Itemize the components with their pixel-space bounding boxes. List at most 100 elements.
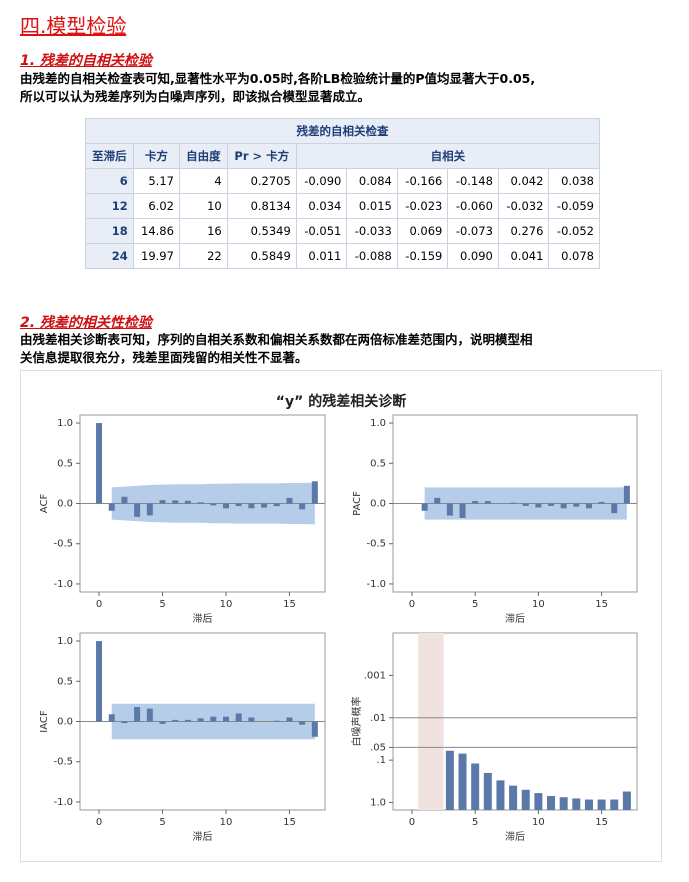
table-cell: 6.02	[132, 193, 180, 219]
bar	[299, 503, 306, 510]
y-tick-label: -0.5	[366, 539, 386, 550]
x-tick-label: 0	[96, 599, 102, 610]
x-tick-label: 5	[159, 817, 165, 828]
y-tick-label: .01	[370, 713, 386, 724]
bar	[248, 717, 255, 722]
y-tick-label: -1.0	[53, 579, 73, 590]
bar	[484, 501, 491, 504]
section-title: 1. 残差的自相关检验	[20, 53, 152, 69]
table-row: 12 6.02 10 0.8134 0.034 0.015 -0.023 -0.060 -0.0…	[85, 193, 600, 219]
column-header: 卡方	[132, 143, 180, 169]
x-axis-label: 滞后	[193, 831, 213, 843]
bar	[235, 713, 242, 722]
bar	[172, 719, 179, 722]
table-cell: 0.8134	[226, 193, 297, 219]
bar	[197, 718, 204, 722]
y-axis-label: ACF	[39, 494, 50, 514]
text-line: 关信息提取很充分，残差里面残留的相关性不显著。	[20, 350, 308, 365]
y-tick-label: -0.5	[53, 539, 73, 550]
y-tick-label: -1.0	[53, 797, 73, 808]
table-cell: -0.166	[396, 168, 449, 194]
bar	[611, 503, 618, 514]
bar	[146, 503, 153, 516]
column-header: 至滞后	[85, 143, 134, 169]
y-tick-label: 0.5	[57, 676, 73, 687]
bar	[496, 780, 505, 810]
bar	[96, 641, 103, 722]
bar	[222, 716, 229, 722]
y-tick-label: 0.5	[57, 458, 73, 469]
bar	[108, 714, 115, 722]
y-tick-label: 1.0	[370, 418, 386, 429]
text-line: 由残差的自相关检查表可知,显著性水平为0.05时,各阶LB检验统计量的P值均显著…	[20, 71, 536, 86]
table-cell: -0.060	[447, 193, 499, 219]
bar	[585, 503, 592, 509]
bar	[311, 721, 318, 737]
table-cell: 12	[85, 193, 134, 219]
text-line: 由残差相关诊断表可知，序列的自相关系数和偏相关系数都在两倍标准差范围内，说明模型…	[20, 332, 533, 347]
bar	[286, 497, 293, 504]
bar	[273, 503, 280, 507]
bar	[184, 500, 191, 504]
table-cell: 24	[85, 243, 134, 269]
bar	[597, 799, 606, 810]
bar	[623, 485, 630, 504]
x-tick-label: 5	[472, 599, 478, 610]
y-axis-label: 白噪声概率	[350, 697, 363, 747]
table-title: 残差的自相关检查	[85, 118, 600, 144]
column-header: 自相关	[295, 143, 601, 169]
bar	[434, 497, 441, 504]
table-cell: 18	[85, 218, 134, 244]
heading: 四.模型检验	[20, 14, 127, 38]
bar	[446, 503, 453, 516]
y-tick-label: -1.0	[366, 579, 386, 590]
table-cell: 6	[85, 168, 134, 194]
table-cell: 0.015	[346, 193, 398, 219]
bar	[261, 503, 268, 508]
bar	[108, 503, 115, 511]
y-tick-label: 1.0	[370, 798, 386, 809]
bar	[584, 799, 593, 810]
figure: “y” 的残差相关诊断 -1.0 -0.5 0.0 0.5 1.0 0 5 10 15 滞后 ACF…	[20, 370, 662, 862]
table-cell: 19.97	[132, 243, 180, 269]
x-tick-label: 5	[159, 599, 165, 610]
y-tick-label: .1	[376, 755, 386, 766]
y-tick-label: 0.0	[57, 717, 73, 728]
x-tick-label: 15	[595, 817, 608, 828]
table-cell: 4	[178, 168, 228, 194]
table-cell: 5.17	[132, 168, 180, 194]
header-row: 至滞后 卡方 自由度 Pr > 卡方 自相关	[85, 143, 601, 169]
bar	[573, 503, 580, 507]
table-cell: 0.078	[548, 243, 600, 269]
bar	[134, 503, 141, 517]
bar	[610, 799, 619, 810]
bar	[134, 707, 141, 722]
bar	[560, 503, 567, 509]
bar	[572, 798, 581, 810]
table-cell: -0.148	[447, 168, 499, 194]
table-cell: 0.276	[497, 218, 550, 244]
bar	[286, 717, 293, 722]
table-cell: 0.042	[497, 168, 550, 194]
bar	[210, 503, 217, 506]
y-tick-label: 0.0	[370, 499, 386, 510]
bar	[548, 503, 555, 506]
table-row: 6 5.17 4 0.2705 -0.090 0.084 -0.166 -0.148 0.042…	[85, 168, 600, 194]
table-cell: 0.034	[295, 193, 348, 219]
x-tick-label: 0	[96, 817, 102, 828]
bar	[445, 750, 454, 810]
table-cell: -0.073	[447, 218, 499, 244]
bar	[547, 795, 556, 810]
bar	[472, 501, 479, 504]
bar	[299, 721, 306, 725]
table: 残差的自相关检查 至滞后 卡方 自由度 Pr > 卡方 自相关 6 5.17 4 0.2705 -0…	[85, 118, 601, 269]
bar	[509, 785, 518, 810]
table-cell: 14.86	[132, 218, 180, 244]
table-cell: -0.051	[295, 218, 348, 244]
bar	[471, 763, 480, 810]
table-cell: 0.2705	[226, 168, 297, 194]
paragraph: 由残差的自相关检查表可知,显著性水平为0.05时,各阶LB检验统计量的P值均显著…	[20, 70, 675, 106]
bar	[534, 793, 543, 810]
bar	[159, 721, 166, 724]
table-cell: 0.084	[346, 168, 398, 194]
